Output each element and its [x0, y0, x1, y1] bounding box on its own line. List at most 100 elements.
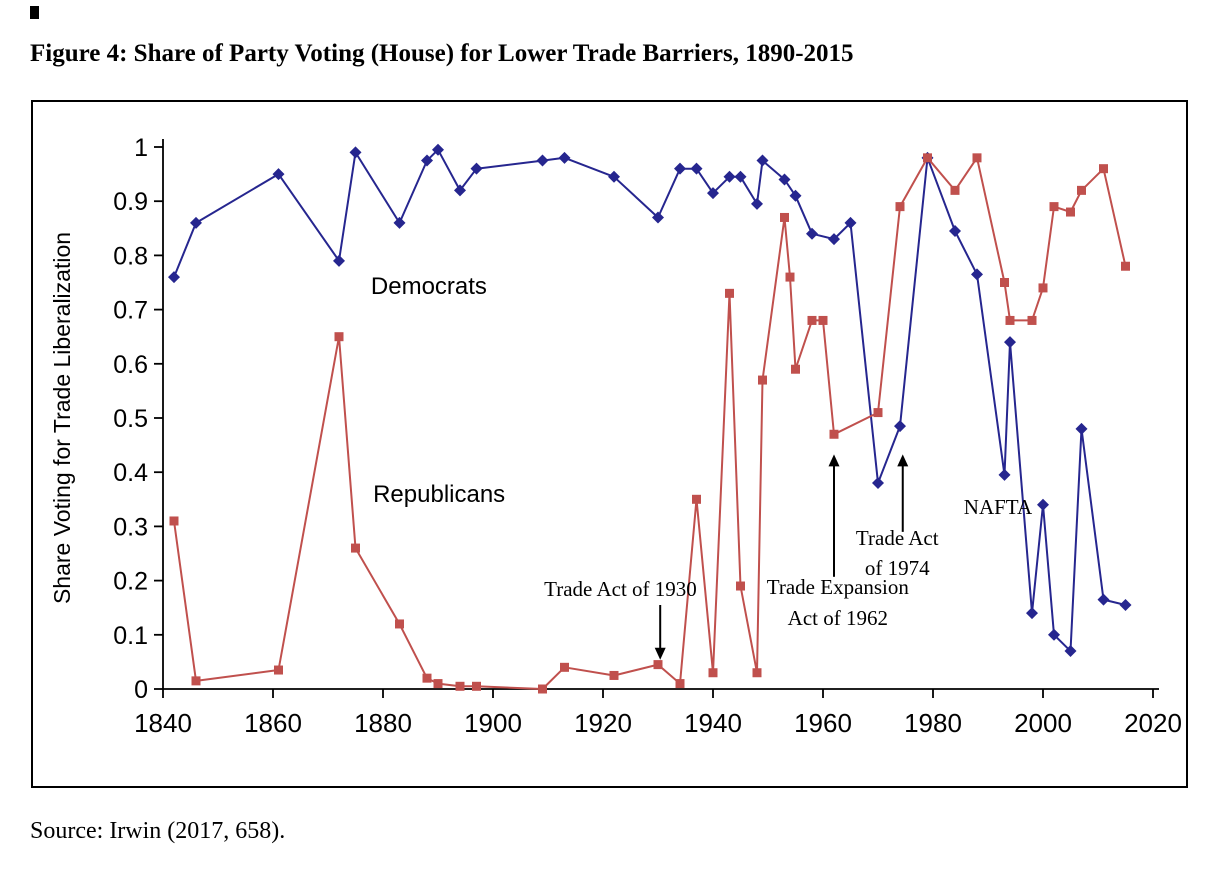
democrats-marker	[1037, 498, 1049, 511]
y-tick-label: 0.3	[113, 513, 148, 541]
chart-svg: 0 0.1 0.2 0.3 0.4 0.5 0.6 0.7 0.8 0.9 1 1840 1860 188…	[49, 134, 1182, 738]
republicans-marker	[274, 665, 283, 675]
republicans-marker	[950, 185, 960, 195]
republicans-marker	[472, 681, 481, 691]
republicans-marker	[433, 679, 443, 689]
trade-expansion-act-1962-arrowhead	[828, 454, 840, 467]
trade-act-1930-arrowhead	[654, 647, 666, 660]
democrats-marker	[674, 162, 686, 175]
democrats-marker	[734, 170, 747, 183]
republicans-marker	[1038, 283, 1048, 293]
x-tick-label: 1900	[464, 708, 522, 738]
republicans-line	[173, 156, 1127, 690]
republicans-marker	[791, 364, 800, 374]
trade-act-1974-arrowhead	[897, 454, 909, 467]
democrats-marker	[470, 162, 483, 175]
democrats-marker	[751, 197, 763, 210]
democrats-marker	[789, 189, 802, 202]
x-tick-label: 1980	[904, 708, 962, 738]
stray-mark	[30, 6, 39, 19]
republicans-marker	[736, 581, 745, 591]
republicans-marker	[1066, 207, 1075, 217]
republicans-marker	[455, 681, 465, 691]
republicans-marker	[1099, 164, 1108, 174]
republicans-marker	[818, 315, 828, 325]
republicans-marker	[780, 212, 789, 222]
democrats-marker	[1075, 422, 1088, 435]
republicans-marker	[1049, 202, 1059, 212]
x-tick-label: 1840	[134, 708, 192, 738]
democrats-marker	[1004, 336, 1016, 349]
democrats-marker	[707, 187, 719, 200]
democrats-marker	[349, 146, 362, 159]
y-tick-label: 0.8	[113, 242, 148, 270]
republicans-marker	[873, 408, 883, 418]
democrats-marker	[690, 162, 703, 175]
democrats-marker	[558, 151, 571, 164]
republicans-marker	[895, 202, 905, 212]
republicans-text: Republicans	[373, 481, 505, 508]
republicans-marker	[169, 516, 179, 526]
republicans-marker	[708, 668, 718, 678]
republicans-marker	[758, 375, 767, 385]
democrats-marker	[652, 211, 664, 224]
democrats-marker	[756, 154, 769, 167]
democrats-marker	[723, 170, 736, 183]
democrats-marker	[393, 216, 406, 229]
x-tick-label: 2020	[1124, 708, 1182, 738]
republicans-marker	[422, 673, 432, 683]
republicans-marker	[923, 153, 932, 163]
democrats-marker	[168, 271, 180, 284]
y-tick-label: 0.5	[113, 405, 148, 433]
democrats-marker	[778, 173, 791, 186]
republicans-marker	[653, 660, 663, 670]
chart-frame: 0 0.1 0.2 0.3 0.4 0.5 0.6 0.7 0.8 0.9 1 1840 1860 188…	[31, 100, 1188, 788]
republicans-marker	[785, 272, 795, 282]
trade-expansion-act-1962-text: Trade Expansion	[767, 575, 910, 599]
republicans-marker	[692, 494, 701, 504]
republicans-marker	[675, 679, 685, 689]
republicans-marker	[351, 543, 360, 553]
democrats-text: Democrats	[371, 273, 487, 300]
republicans-marker	[1121, 261, 1130, 271]
republicans-marker	[1005, 315, 1015, 325]
y-tick-label: 0.2	[113, 568, 148, 596]
y-tick-label: 0.7	[113, 297, 148, 325]
democrats-marker	[806, 227, 818, 240]
democrats-marker	[872, 477, 884, 490]
democrats-marker	[828, 233, 840, 246]
y-tick-label: 0.9	[113, 188, 148, 216]
trade-act-1930-text: Trade Act of 1930	[544, 577, 697, 601]
democrats-marker	[949, 225, 961, 238]
republicans-marker	[609, 670, 619, 680]
republicans-marker	[560, 662, 569, 672]
republicans-marker	[972, 153, 982, 163]
republicans-marker	[752, 668, 762, 678]
democrats-marker	[1064, 645, 1077, 658]
republicans-marker	[334, 332, 344, 342]
y-tick-label: 0.6	[113, 351, 148, 379]
republicans-marker	[1000, 278, 1009, 287]
democrats-marker	[971, 268, 983, 281]
democrats-marker	[1026, 607, 1038, 620]
y-tick-label: 0.1	[113, 622, 148, 650]
democrats-marker	[894, 420, 906, 433]
nafta-text: NAFTA	[964, 495, 1033, 519]
republicans-marker	[725, 288, 734, 298]
democrats-marker	[421, 154, 433, 167]
x-tick-label: 1960	[794, 708, 852, 738]
republicans-marker	[191, 676, 201, 686]
democrats-marker	[1119, 598, 1132, 611]
x-tick-label: 1860	[244, 708, 302, 738]
x-tick-label: 1920	[574, 708, 632, 738]
democrats-marker	[432, 143, 444, 156]
democrats-line	[173, 148, 1126, 653]
x-tick-label: 2000	[1014, 708, 1072, 738]
x-tick-label: 1940	[684, 708, 742, 738]
trade-expansion-act-1962-text: Act of 1962	[788, 606, 888, 630]
y-tick-label: 1	[134, 134, 148, 162]
y-tick-label: 0	[134, 676, 148, 704]
source-note: Source: Irwin (2017, 658).	[30, 818, 286, 844]
democrats-marker	[608, 170, 620, 183]
democrats-marker	[1097, 593, 1110, 606]
